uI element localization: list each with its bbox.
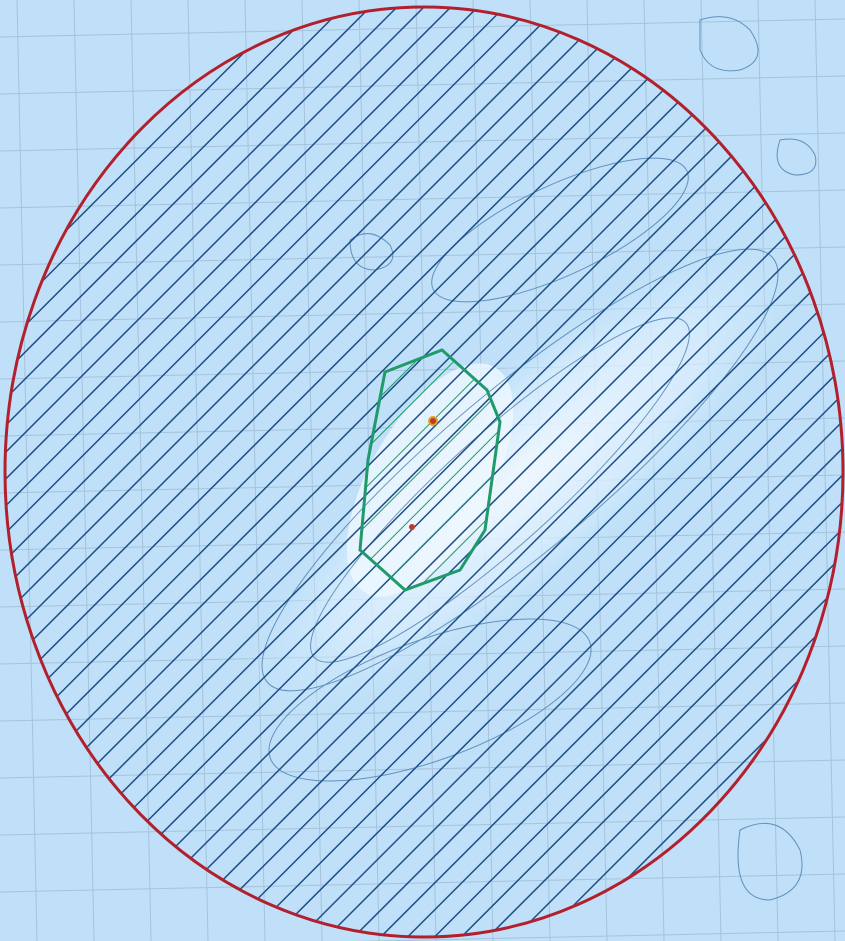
inner-zone xyxy=(358,348,502,592)
contour xyxy=(776,138,817,176)
contour xyxy=(699,16,759,72)
site-marker xyxy=(409,524,415,530)
grid-line xyxy=(352,930,845,941)
contour xyxy=(737,822,803,901)
site-marker xyxy=(428,416,438,426)
